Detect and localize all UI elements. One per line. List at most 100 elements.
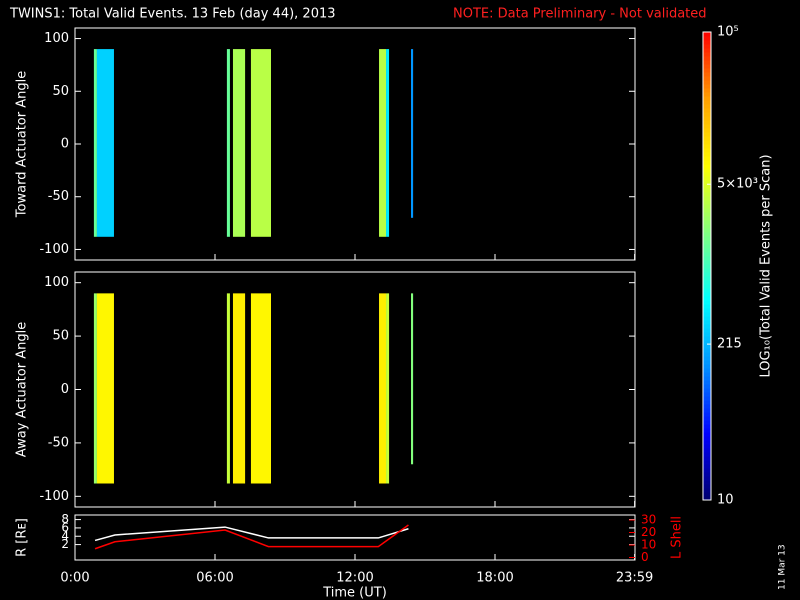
colorbar-cell: [703, 464, 711, 469]
colorbar-cell: [703, 460, 711, 465]
plot-frame: [74, 271, 636, 508]
colorbar-cell: [703, 40, 711, 45]
colorbar-cell: [703, 36, 711, 41]
colorbar-cell: [703, 408, 711, 413]
colorbar-cell: [703, 336, 711, 341]
colorbar-cell: [703, 92, 711, 97]
y-tick-label: 50: [52, 84, 69, 99]
x-tick-label: 12:00: [336, 571, 373, 586]
y-tick-label: -100: [39, 242, 69, 257]
colorbar-cell: [703, 292, 711, 297]
colorbar-cell: [703, 388, 711, 393]
y-tick-label: 100: [44, 31, 69, 46]
colorbar-cell: [703, 376, 711, 381]
colorbar-cell: [703, 60, 711, 65]
heat-band: [379, 293, 387, 484]
y2-tick-label: 30: [641, 513, 656, 527]
colorbar-cell: [703, 404, 711, 409]
colorbar-cell: [703, 144, 711, 149]
colorbar-cell: [703, 324, 711, 329]
colorbar-cell: [703, 440, 711, 445]
colorbar-cell: [703, 488, 711, 493]
heat-band: [96, 49, 114, 237]
colorbar-cell: [703, 256, 711, 261]
colorbar-cell: [703, 52, 711, 57]
colorbar-cell: [703, 232, 711, 237]
y2-tick-label: 0: [641, 550, 649, 564]
colorbar-cell: [703, 32, 711, 37]
y-tick-label: 50: [52, 329, 69, 344]
colorbar-cell: [703, 88, 711, 93]
colorbar-cell: [703, 240, 711, 245]
heat-band: [232, 293, 246, 484]
colorbar-cell: [703, 400, 711, 405]
colorbar-cell: [703, 412, 711, 417]
colorbar-cell: [703, 172, 711, 177]
colorbar-cell: [703, 496, 711, 501]
colorbar-cell: [703, 384, 711, 389]
colorbar-cell: [703, 344, 711, 349]
y-tick-label: 0: [61, 137, 69, 152]
colorbar-cell: [703, 100, 711, 105]
y2-axis-label: L Shell: [670, 516, 685, 559]
x-tick-label: 0:00: [60, 571, 89, 586]
colorbar-cell: [703, 280, 711, 285]
series-line: [94, 524, 409, 550]
colorbar-cell: [703, 276, 711, 281]
colorbar-cell: [703, 348, 711, 353]
colorbar-cell: [703, 136, 711, 141]
heat-band: [411, 293, 414, 465]
y-tick-label: -50: [48, 435, 69, 450]
colorbar-cell: [703, 56, 711, 61]
colorbar-cell: [703, 456, 711, 461]
colorbar-cell: [703, 160, 711, 165]
y-axis-label: Away Actuator Angle: [15, 322, 30, 457]
x-axis-label: Time (UT): [322, 586, 387, 600]
colorbar-cell: [703, 228, 711, 233]
heat-band: [250, 293, 271, 484]
heat-band: [226, 293, 230, 484]
heat-band: [226, 49, 230, 237]
colorbar-cell: [703, 492, 711, 497]
colorbar-cell: [703, 296, 711, 301]
colorbar-cell: [703, 104, 711, 109]
colorbar-cell: [703, 284, 711, 289]
colorbar-cell: [703, 264, 711, 269]
heat-band: [93, 49, 97, 237]
colorbar-cell: [703, 212, 711, 217]
colorbar-cell: [703, 260, 711, 265]
colorbar-cell: [703, 416, 711, 421]
colorbar-cell: [703, 164, 711, 169]
colorbar-cell: [703, 396, 711, 401]
colorbar-cell: [703, 192, 711, 197]
colorbar-tick-label: 10: [717, 493, 734, 508]
colorbar-cell: [703, 332, 711, 337]
y-tick-label: -100: [39, 489, 69, 504]
colorbar-cell: [703, 180, 711, 185]
colorbar-cell: [703, 316, 711, 321]
x-tick-label: 23:59: [616, 571, 653, 586]
colorbar-cell: [703, 200, 711, 205]
y-tick-label: 4: [61, 529, 69, 543]
colorbar-cell: [703, 304, 711, 309]
colorbar-cell: [703, 444, 711, 449]
colorbar-cell: [703, 140, 711, 145]
colorbar-cell: [703, 120, 711, 125]
colorbar-cell: [703, 68, 711, 73]
note: NOTE: Data Preliminary - Not validated: [453, 7, 707, 22]
colorbar-cell: [703, 300, 711, 305]
colorbar-cell: [703, 424, 711, 429]
colorbar-cell: [703, 64, 711, 69]
y2-tick-label: 20: [641, 525, 656, 539]
colorbar-cell: [703, 432, 711, 437]
colorbar-cell: [703, 184, 711, 189]
heat-band: [250, 49, 271, 237]
colorbar-cell: [703, 472, 711, 477]
colorbar-cell: [703, 208, 711, 213]
colorbar-cell: [703, 320, 711, 325]
x-tick-label: 18:00: [476, 571, 513, 586]
colorbar-cell: [703, 96, 711, 101]
colorbar-cell: [703, 356, 711, 361]
colorbar-cell: [703, 272, 711, 277]
colorbar-cell: [703, 372, 711, 377]
